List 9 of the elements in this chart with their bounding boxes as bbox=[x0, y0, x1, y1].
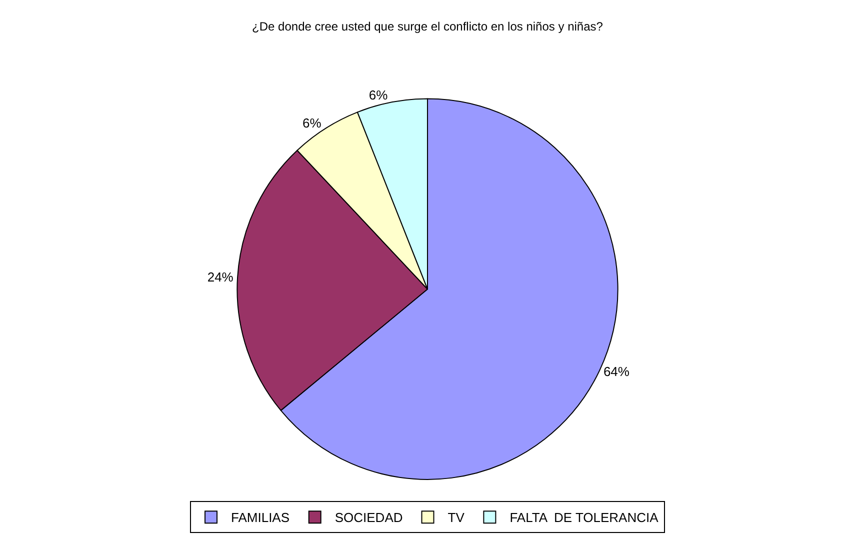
legend-label: SOCIEDAD bbox=[334, 510, 403, 526]
data-label: 6% bbox=[302, 116, 322, 131]
data-label: 6% bbox=[368, 87, 388, 102]
chart-title: ¿De donde cree usted que surge el conflicto en los niños y niñas? bbox=[252, 20, 604, 34]
data-label: 64% bbox=[603, 364, 630, 380]
legend-label: FALTA DE TOLERANCIA bbox=[510, 510, 659, 526]
legend-label: FAMILIAS bbox=[231, 510, 290, 526]
legend-label: TV bbox=[448, 510, 465, 526]
data-label: 24% bbox=[207, 270, 234, 285]
